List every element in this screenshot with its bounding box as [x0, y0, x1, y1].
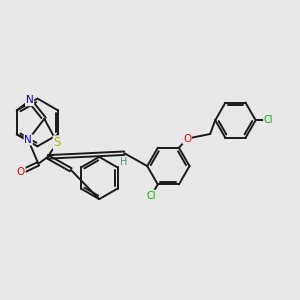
- Text: Cl: Cl: [147, 190, 156, 200]
- Text: O: O: [183, 134, 191, 144]
- Text: N: N: [26, 95, 34, 105]
- Text: H: H: [120, 158, 127, 167]
- Text: O: O: [17, 167, 25, 177]
- Text: Cl: Cl: [264, 115, 273, 125]
- Text: S: S: [53, 136, 61, 149]
- Text: N: N: [24, 135, 32, 145]
